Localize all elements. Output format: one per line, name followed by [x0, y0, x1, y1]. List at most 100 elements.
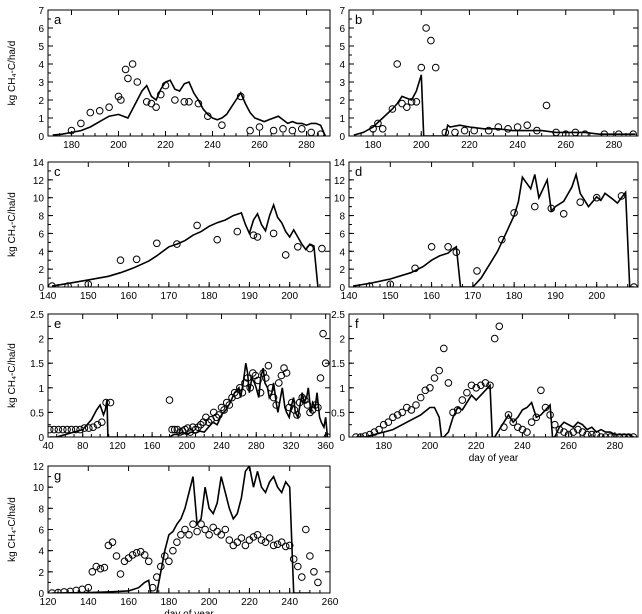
plot-area — [48, 466, 322, 593]
observed-point — [510, 209, 518, 217]
observed-point — [157, 90, 165, 99]
observed-point — [527, 418, 536, 427]
observed-point — [277, 538, 286, 547]
x-tick-label: 150 — [80, 291, 97, 302]
observed-point — [435, 366, 444, 375]
y-tick-label: 0.5 — [30, 408, 44, 419]
observed-point — [256, 388, 265, 397]
observed-point — [546, 411, 554, 419]
observed-point — [100, 563, 109, 572]
observed-point — [85, 424, 93, 432]
observed-point — [407, 98, 416, 106]
observed-point — [189, 520, 197, 529]
observed-point — [574, 425, 582, 434]
y-tick-label: 12 — [33, 176, 45, 187]
y-tick-label: 2 — [339, 335, 345, 346]
observed-point — [253, 531, 262, 539]
x-tick-label: 200 — [178, 441, 195, 452]
observed-point — [625, 433, 633, 437]
observed-point — [314, 578, 322, 587]
observed-point — [269, 229, 278, 238]
observed-point — [177, 531, 185, 539]
observed-point — [281, 542, 290, 551]
observed-point — [298, 573, 306, 581]
observed-point — [407, 406, 416, 414]
panel-frame — [348, 9, 639, 137]
observed-point — [230, 388, 239, 397]
observed-point — [213, 235, 221, 244]
y-tick-label: 4 — [339, 247, 345, 258]
observed-point — [161, 552, 169, 560]
y-tick-label: 10 — [33, 483, 45, 494]
observed-point — [393, 60, 402, 68]
observed-point — [430, 374, 439, 382]
y-tick-label: 2.5 — [30, 310, 44, 321]
observed-point — [441, 128, 450, 136]
observed-point — [288, 126, 297, 135]
observed-point — [144, 557, 153, 566]
observed-point — [576, 198, 585, 206]
observed-point — [215, 411, 223, 419]
observed-point — [452, 248, 461, 256]
observed-point — [116, 570, 125, 578]
observed-point — [629, 130, 637, 136]
observed-point — [597, 433, 605, 437]
panel-letter: b — [355, 12, 362, 27]
y-tick-label: 10 — [33, 194, 45, 205]
chart-panel-c: c 0 2 4 6 8 10 12 14 140 150 160 170 180 190 200 kg CH₄-… — [7, 158, 331, 302]
observed-point — [233, 538, 242, 547]
observed-point — [453, 406, 462, 414]
x-tick-label: 190 — [241, 291, 258, 302]
x-tick-label: 240 — [281, 597, 298, 608]
observed-point — [403, 103, 411, 111]
observed-point — [588, 430, 596, 437]
observed-point — [95, 107, 104, 115]
observed-point — [124, 74, 132, 83]
panel-frame — [348, 313, 639, 438]
observed-point — [205, 531, 213, 539]
observed-point — [116, 256, 125, 265]
y-axis-label: kg CH₄-C/ha/d — [7, 343, 18, 408]
observed-point — [132, 255, 141, 264]
y-tick-label: 0 — [339, 283, 345, 294]
observed-point — [306, 408, 314, 417]
observed-point — [132, 549, 141, 557]
x-tick-label: 360 — [317, 441, 334, 452]
x-tick-label: 140 — [80, 597, 97, 608]
observed-point — [321, 359, 330, 368]
observed-point — [472, 384, 481, 392]
y-tick-label: 4 — [339, 60, 345, 71]
observed-point — [86, 108, 95, 117]
observed-point — [265, 534, 274, 542]
x-tick-label: 200 — [281, 291, 298, 302]
plot-area — [52, 60, 327, 136]
observed-point — [518, 425, 527, 434]
y-tick-label: 0 — [339, 433, 345, 444]
x-axis-label: day of year — [469, 453, 519, 464]
y-tick-label: 1 — [339, 384, 345, 395]
observed-point — [249, 533, 258, 541]
observed-point — [264, 361, 273, 370]
observed-point — [307, 128, 315, 136]
observed-point — [289, 555, 298, 563]
observed-point — [486, 381, 494, 390]
observed-point — [67, 126, 76, 135]
x-tick-label: 160 — [120, 597, 137, 608]
observed-point — [165, 557, 173, 566]
observed-point — [50, 425, 58, 434]
observed-point — [514, 423, 522, 432]
observed-point — [204, 112, 212, 120]
x-tick-label: 170 — [465, 291, 482, 302]
observed-point — [386, 280, 395, 287]
y-tick-label: 6 — [38, 526, 44, 537]
y-tick-label: 3 — [339, 78, 345, 89]
x-tick-label: 260 — [322, 597, 339, 608]
observed-point — [562, 130, 570, 136]
y-tick-label: 1 — [339, 114, 345, 125]
observed-point — [393, 411, 402, 419]
observed-point — [84, 583, 93, 592]
observed-point — [273, 540, 282, 549]
observed-point — [54, 588, 62, 593]
observed-point — [63, 425, 71, 434]
y-tick-label: 1.5 — [30, 359, 44, 370]
